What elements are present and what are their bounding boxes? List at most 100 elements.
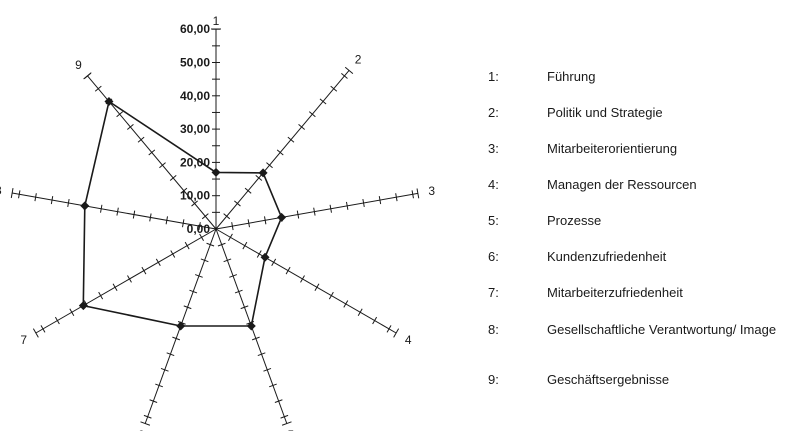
axis-label-4: 4 [405,333,412,347]
tick-axis-8 [18,190,21,199]
tick-axis-4 [256,250,262,258]
legend-number: 1: [488,69,499,84]
data-point-9 [104,96,114,106]
tick-axis-8 [116,207,119,216]
tick-axis-4 [328,291,334,300]
tick-axis-4 [242,241,248,250]
tick-axis-5 [217,242,226,247]
tick-axis-2 [266,162,273,169]
axis-label-8: 8 [0,184,2,198]
end-tick-axis-5 [281,421,292,426]
legend-text: Führung [547,69,596,84]
tick-axis-4 [227,233,233,242]
tick-axis-6 [206,242,215,247]
tick-axis-7 [40,325,46,333]
tick-axis-3 [313,207,316,216]
data-point-8 [80,201,90,211]
tick-axis-7 [98,291,104,300]
tick-axis-5 [234,289,243,294]
axis-line-8 [12,192,217,230]
legend-number: 6: [488,249,499,264]
scale-label: 20,00 [180,155,210,169]
tick-axis-7 [170,250,176,258]
tick-axis-5 [274,399,283,403]
axis-labels: 1 2 3 4 5 6 7 8 9 [0,14,435,431]
legend-text: Mitarbeiterorientierung [547,141,678,156]
tick-axis-9 [116,111,124,118]
tick-axis-6 [166,352,175,357]
tick-axis-3 [378,196,382,205]
tick-axis-7 [127,275,132,283]
tick-axis-7 [69,308,75,316]
tick-axis-7 [54,316,60,325]
tick-axis-8 [165,216,168,225]
tick-axis-9 [169,175,177,181]
tick-axis-6 [194,274,203,278]
tick-axis-8 [149,213,152,222]
tick-axis-3 [296,210,300,219]
tick-axis-6 [183,305,192,310]
tick-axis-4 [300,275,305,283]
tick-axis-4 [271,258,277,267]
legend-number: 8: [488,322,499,337]
tick-axis-9 [191,200,198,207]
legend-text: Politik und Strategie [547,105,663,120]
tick-axis-3 [264,216,267,225]
radar-chart: 0,00 10,00 20,00 30,00 40,00 50,00 60,00 1 2 3 4 5… [0,14,435,431]
tick-axis-8 [50,196,54,205]
tick-axis-4 [372,316,378,325]
tick-axis-6 [149,399,158,403]
scale-label: 50,00 [180,56,210,70]
legend-number: 7: [488,285,499,300]
axes-layer [12,29,418,424]
tick-axis-2 [255,175,263,181]
axis-label-5: 5 [288,428,295,431]
tick-axis-4 [357,308,363,316]
axis-label-9: 9 [75,58,82,72]
tick-axis-2 [287,136,295,143]
tick-axis-9 [94,85,102,92]
end-tick-axis-7 [32,328,39,338]
tick-axis-5 [263,367,272,372]
scale-label: 30,00 [180,122,210,136]
tick-axis-8 [67,198,70,208]
legend-text: Mitarbeiterzufriedenheit [547,285,683,300]
legend-number: 9: [488,372,499,387]
tick-axis-4 [285,266,291,275]
tick-axis-2 [223,213,231,220]
tick-axis-2 [234,200,241,207]
tick-axis-3 [247,219,250,228]
legend-text: Geschäftsergebnisse [547,372,670,387]
scale-labels: 0,00 10,00 20,00 30,00 40,00 50,00 60,00 [180,22,210,236]
scale-label: 60,00 [180,22,210,36]
tick-axis-7 [199,233,205,242]
data-point-6 [176,321,186,331]
tick-axis-6 [172,336,181,341]
end-tick-axis-8 [10,188,14,199]
data-point-2 [258,168,268,178]
tick-axis-3 [345,201,349,210]
legend-text: Prozesse [547,213,602,228]
tick-axis-3 [395,193,398,202]
axis-line-2 [215,70,350,230]
tick-axis-6 [143,414,152,419]
tick-axis-6 [155,383,163,388]
data-point-5 [246,321,256,331]
tick-axis-3 [231,222,234,231]
tick-axis-4 [343,300,349,308]
axis-label-7: 7 [20,333,27,347]
axis-line-7 [35,228,217,334]
tick-axis-8 [182,219,185,228]
axis-line-4 [215,228,397,334]
end-tick-axis-6 [140,421,151,426]
legend-text: Gesellschaftliche Verantwortung/ Image [547,322,777,337]
tick-axis-6 [160,367,169,372]
tick-axis-6 [189,289,198,294]
tick-axis-2 [276,149,284,156]
end-tick-axis-4 [393,328,400,338]
tick-axis-9 [126,124,134,130]
tick-axis-5 [240,305,249,310]
tick-axis-9 [201,213,209,220]
tick-axis-2 [244,187,252,194]
tick-axis-9 [180,187,188,194]
